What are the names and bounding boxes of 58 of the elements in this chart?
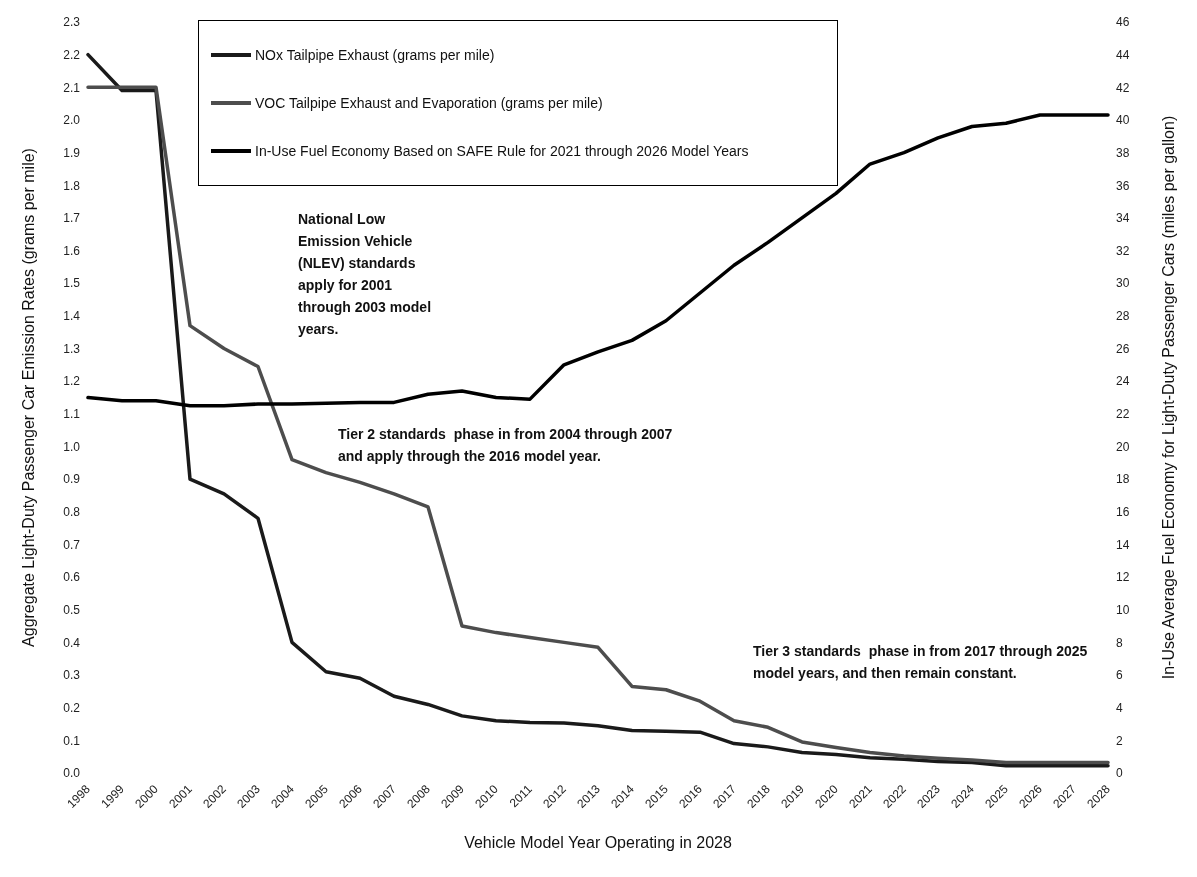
y2-tick-label: 10	[1116, 603, 1130, 617]
legend-label: NOx Tailpipe Exhaust (grams per mile)	[255, 47, 495, 63]
y2-tick-label: 8	[1116, 635, 1123, 650]
legend-label: VOC Tailpipe Exhaust and Evaporation (grams per mile)	[255, 95, 603, 111]
y2-tick-label: 44	[1116, 47, 1130, 62]
y-tick-label: 0.6	[63, 570, 81, 585]
y2-tick-label: 32	[1116, 243, 1130, 258]
y2-tick-label: 14	[1116, 537, 1130, 552]
y2-tick-label: 46	[1116, 15, 1130, 30]
y-tick-label: 1.3	[63, 341, 81, 356]
y2-tick-label: 16	[1116, 505, 1130, 520]
legend-label: In-Use Fuel Economy Based on SAFE Rule for 2021 through 2026 Model Years	[255, 143, 749, 159]
y2-tick-label: 38	[1116, 145, 1130, 160]
y2-tick-label: 4	[1116, 700, 1123, 715]
y2-tick-label: 26	[1116, 341, 1130, 356]
y2-tick-label: 2	[1116, 733, 1123, 748]
line-series	[86, 113, 1110, 408]
y2-tick-label: 6	[1116, 668, 1123, 683]
y2-tick-label: 0	[1116, 766, 1123, 781]
y2-tick-label: 18	[1116, 472, 1130, 487]
y-tick-label: 1.4	[63, 309, 81, 324]
y-tick-label: 0.5	[63, 603, 81, 617]
y2-tick-label: 28	[1116, 309, 1130, 324]
y2-tick-label: 12	[1116, 570, 1130, 585]
y2-tick-label: 30	[1116, 276, 1130, 291]
y-tick-label: 0.1	[63, 733, 81, 748]
y-tick-label: 0.4	[63, 635, 81, 650]
y-tick-label: 0.9	[63, 472, 81, 487]
y-tick-label: 2.2	[63, 47, 81, 62]
y-tick-label: 1.7	[63, 211, 81, 226]
y2-tick-label: 22	[1116, 407, 1130, 422]
y-tick-label: 1.1	[63, 407, 81, 422]
y2-tick-label: 20	[1116, 439, 1130, 454]
y-tick-label: 1.0	[63, 439, 81, 454]
annotation: National Low Emission Vehicle (NLEV) standards apply for 2001 through 2003 model years.	[298, 210, 433, 339]
y-tick-label: 1.2	[63, 374, 81, 389]
y2-tick-label: 36	[1116, 178, 1130, 193]
y-tick-label: 0.7	[63, 537, 81, 552]
y-tick-label: 0.8	[63, 505, 81, 520]
x-axis-title: Vehicle Model Year Operating in 2028	[464, 834, 732, 851]
y-tick-label: 1.9	[63, 145, 81, 160]
y2-tick-label: 34	[1116, 211, 1130, 226]
y2-tick-label: 42	[1116, 80, 1130, 95]
annotation: Tier 2 standards phase in from 2004 through 2007 and apply through the 2016 model year.	[338, 425, 674, 466]
annotation: Tier 3 standards phase in from 2017 through 2025 model years, and then remain constant.	[753, 642, 1089, 683]
y-tick-label: 2.3	[63, 15, 81, 30]
y-axis-title: Aggregate Light-Duty Passenger Car Emission Rates (grams per mile)	[19, 148, 37, 647]
y-tick-label: 1.8	[63, 178, 81, 193]
y2-tick-label: 40	[1116, 113, 1130, 128]
y-tick-label: 1.5	[63, 276, 81, 291]
y-tick-label: 0.0	[63, 766, 81, 781]
y2-tick-label: 24	[1116, 374, 1130, 389]
y-tick-label: 0.2	[63, 700, 81, 715]
y2-axis-title: In-Use Average Fuel Economy for Light-Duty Passenger Cars (miles per gallon)	[1159, 115, 1177, 680]
y-tick-label: 1.6	[63, 243, 81, 258]
y-tick-label: 2.1	[63, 80, 81, 95]
y-tick-label: 0.3	[63, 668, 81, 683]
y-tick-label: 2.0	[63, 113, 81, 128]
